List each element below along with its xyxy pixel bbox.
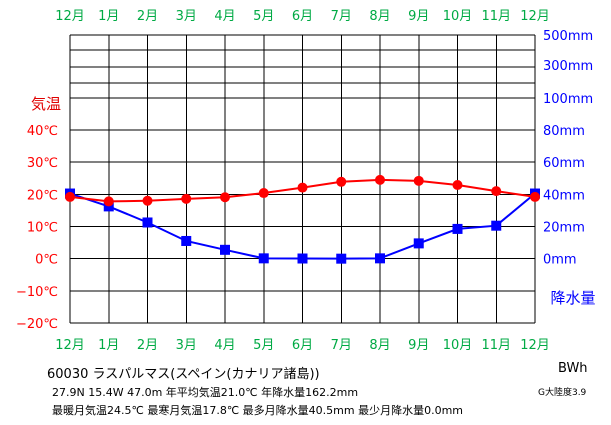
month-labels-bottom: 12月 1月 2月 3月 4月 5月 6月 7月 8月 9月 10月 11月 12月 (55, 338, 550, 353)
month-label-top: 12月 (55, 9, 85, 24)
precipitation-tick-label: 300mm (543, 59, 593, 74)
station-stats-line-2: 最暖月気温24.5℃ 最寒月気温17.8℃ 最多月降水量40.5mm 最少月降水… (52, 404, 464, 417)
temperature-tick-label: −10℃ (16, 285, 58, 300)
temperature-point (142, 195, 153, 206)
precipitation-point (491, 220, 502, 231)
precipitation-point (297, 253, 308, 264)
month-label-bottom: 8月 (369, 338, 390, 353)
temperature-tick-label: 30℃ (27, 156, 58, 171)
month-label-bottom: 4月 (214, 338, 235, 353)
precipitation-point (181, 235, 192, 246)
temperature-tick-label: 10℃ (27, 221, 58, 236)
temperature-point (452, 180, 463, 191)
precipitation-tick-label: 80mm (543, 124, 585, 139)
temperature-point (258, 188, 269, 199)
temperature-tick-label: 20℃ (27, 188, 58, 203)
month-label-top: 5月 (253, 9, 274, 24)
temperature-axis-title: 気温 (31, 95, 61, 113)
month-label-bottom: 2月 (137, 338, 158, 353)
month-label-top: 8月 (369, 9, 390, 24)
temperature-point (375, 174, 385, 185)
precipitation-tick-label: 500mm (543, 29, 593, 44)
precipitation-axis: 降水量 0mm 20mm 40mm 60mm 80mm 100mm 300mm 500mm (543, 29, 596, 307)
temperature-point (413, 175, 424, 186)
month-label-top: 3月 (176, 9, 197, 24)
precipitation-tick-label: 20mm (543, 221, 585, 236)
month-label-top: 2月 (137, 9, 158, 24)
month-label-top: 7月 (331, 9, 352, 24)
temperature-point (220, 192, 230, 203)
temperature-point (336, 176, 347, 187)
precipitation-point (336, 253, 347, 264)
temperature-point (103, 196, 114, 207)
precipitation-tick-label: 0mm (543, 253, 577, 268)
month-label-bottom: 1月 (98, 338, 119, 353)
climate-code: BWh (558, 361, 588, 376)
temperature-tick-label: 40℃ (27, 124, 58, 139)
temperature-point (491, 186, 502, 197)
temperature-tick-label: 0℃ (35, 253, 58, 268)
station-label: 60030 ラスパルマス(スペイン(カナリア諸島)) (47, 367, 320, 382)
month-label-bottom: 5月 (253, 338, 274, 353)
precipitation-point (452, 223, 463, 234)
temperature-point (181, 193, 192, 204)
precipitation-point (142, 217, 153, 228)
month-label-bottom: 10月 (443, 338, 473, 353)
temperature-point (530, 191, 540, 202)
month-label-bottom: 3月 (176, 338, 197, 353)
month-label-bottom: 9月 (408, 338, 429, 353)
continentality-label: G大陸度3.9 (538, 388, 587, 398)
station-stats-line-1: 27.9N 15.4W 47.0m 年平均気温21.0℃ 年降水量162.2mm (52, 386, 359, 399)
precipitation-axis-title: 降水量 (550, 289, 595, 307)
precipitation-tick-label: 60mm (543, 156, 585, 171)
precipitation-point (413, 238, 424, 249)
month-label-bottom: 6月 (292, 338, 313, 353)
month-label-top: 10月 (443, 9, 473, 24)
month-label-top: 4月 (214, 9, 235, 24)
temperature-tick-label: −20℃ (16, 317, 58, 332)
temperature-axis: 気温 −20℃ −10℃ 0℃ 10℃ 20℃ 30℃ 40℃ (16, 95, 61, 332)
precipitation-tick-label: 40mm (543, 188, 585, 203)
month-label-bottom: 11月 (481, 338, 511, 353)
precipitation-point (258, 253, 269, 264)
temperature-point (65, 191, 75, 202)
grid (69, 34, 536, 324)
month-label-top: 1月 (98, 9, 119, 24)
month-label-top: 12月 (520, 9, 550, 24)
temperature-series (65, 174, 540, 207)
month-label-bottom: 12月 (55, 338, 85, 353)
temperature-point (297, 182, 308, 193)
precipitation-tick-label: 100mm (543, 92, 593, 107)
precipitation-point (375, 253, 385, 264)
month-label-bottom: 7月 (331, 338, 352, 353)
month-label-top: 6月 (292, 9, 313, 24)
month-labels-top: 12月 1月 2月 3月 4月 5月 6月 7月 8月 9月 10月 11月 12月 (55, 9, 550, 24)
month-label-top: 11月 (481, 9, 511, 24)
precipitation-point (220, 244, 230, 255)
month-label-bottom: 12月 (520, 338, 550, 353)
month-label-top: 9月 (408, 9, 429, 24)
